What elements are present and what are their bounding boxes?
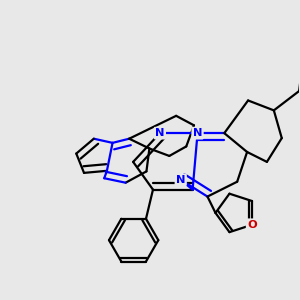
- Text: N: N: [193, 128, 202, 138]
- Text: N: N: [155, 128, 165, 138]
- Text: N: N: [176, 175, 185, 185]
- Text: O: O: [247, 220, 257, 230]
